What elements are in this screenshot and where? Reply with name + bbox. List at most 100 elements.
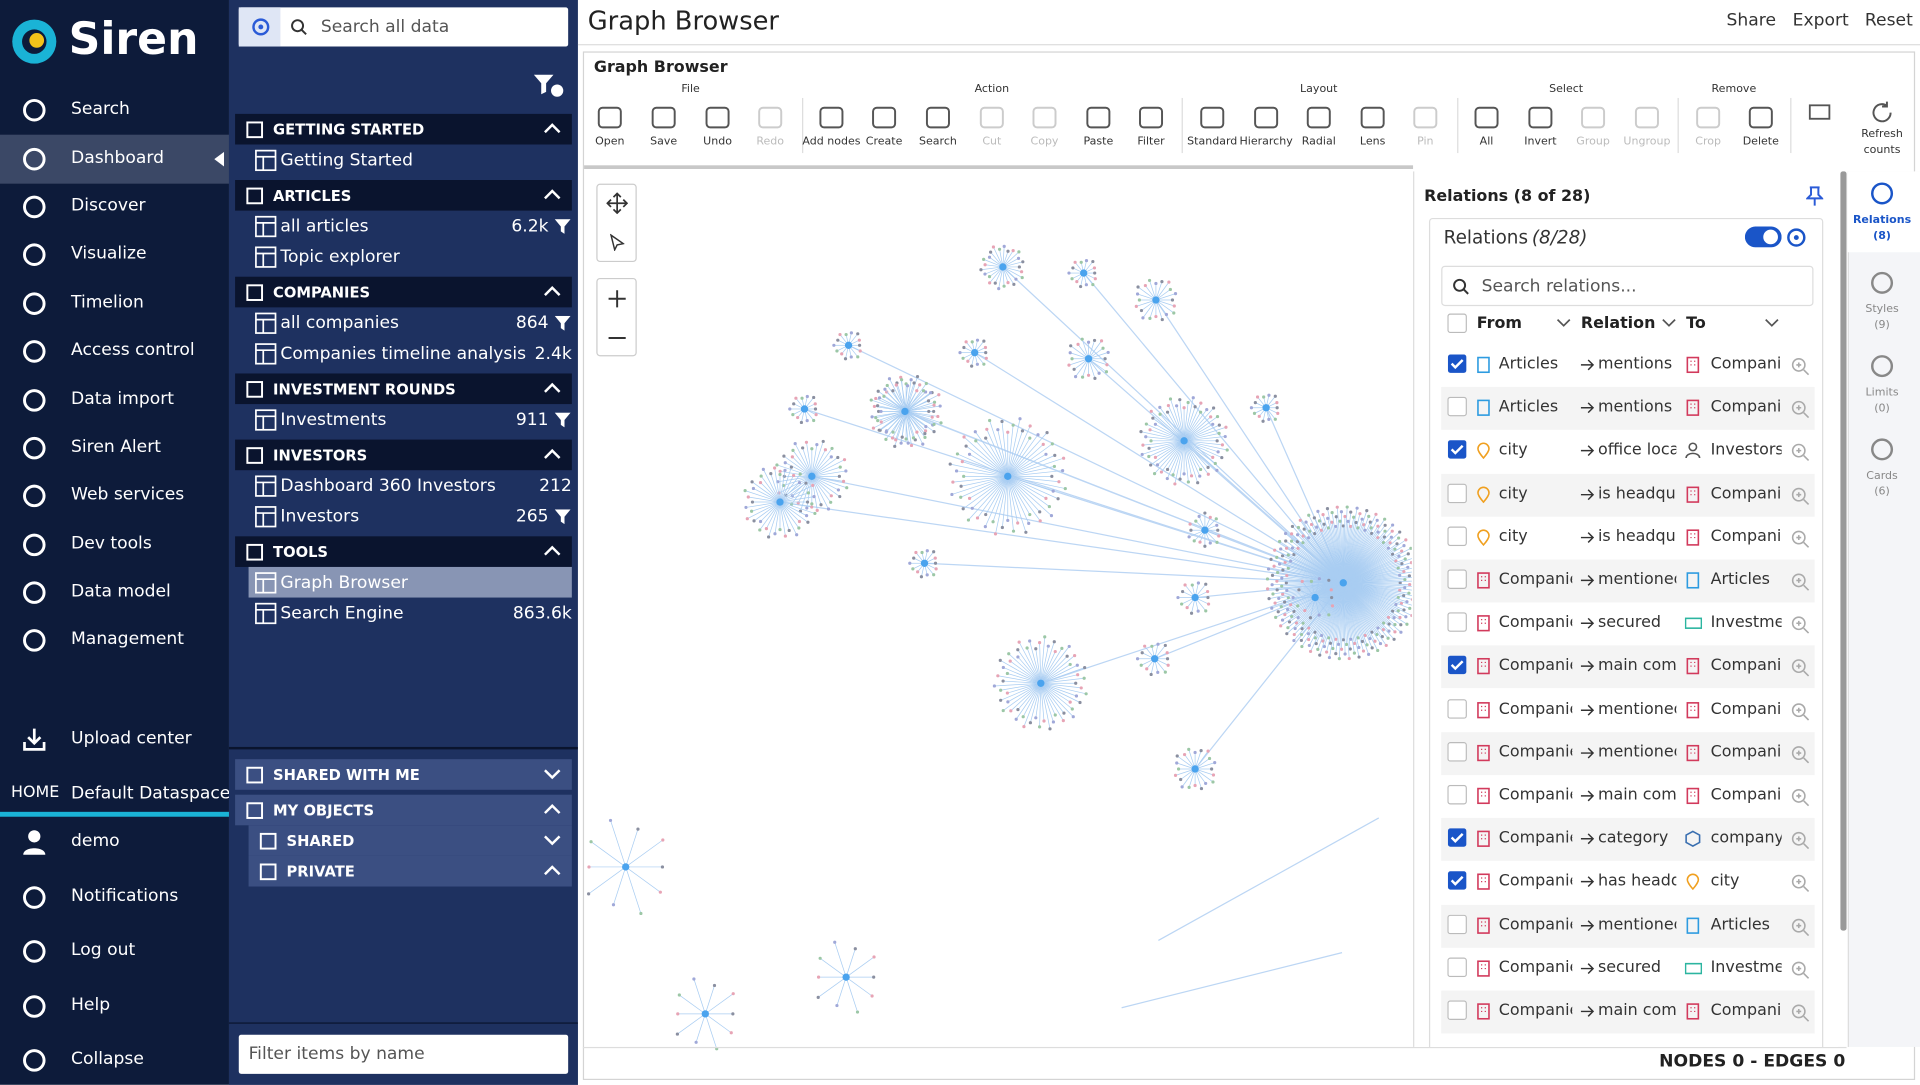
column-header[interactable]: To xyxy=(1686,314,1706,334)
nav-controls xyxy=(596,183,637,263)
graph-canvas[interactable] xyxy=(583,169,1412,1051)
to-icon xyxy=(1685,442,1701,459)
tool-button[interactable]: Invert xyxy=(1524,135,1557,149)
relations-panel: Relations (8 of 28) Relations (8/28) Search… xyxy=(1413,171,1838,1047)
sidebar-item[interactable]: Search Engine xyxy=(280,603,404,624)
relations-search[interactable]: Search relations... xyxy=(1441,265,1814,307)
nav-item[interactable]: Help xyxy=(71,995,111,1016)
nav-item[interactable]: Visualize xyxy=(71,243,147,264)
nav-item[interactable]: Upload center xyxy=(71,728,192,749)
sidebar-item[interactable]: all articles xyxy=(280,216,369,237)
from: city xyxy=(1498,484,1528,503)
section-title[interactable]: PRIVATE xyxy=(286,863,355,881)
expand-icon xyxy=(1791,401,1810,419)
sidebar-item[interactable]: Companies timeline analysis xyxy=(280,344,527,364)
from: Companie xyxy=(1498,829,1573,848)
section-icon xyxy=(246,187,264,205)
header-action[interactable]: Export xyxy=(1792,11,1849,31)
section-title[interactable]: MY OBJECTS xyxy=(273,802,375,820)
search-box[interactable]: Search all data xyxy=(238,7,569,47)
tab-label[interactable]: Cards xyxy=(1866,470,1898,483)
from: city xyxy=(1498,527,1528,546)
filter-input[interactable]: Filter items by name xyxy=(238,1034,569,1074)
sidebar-item[interactable]: Graph Browser xyxy=(280,573,408,593)
nav-item[interactable]: Data import xyxy=(71,389,175,409)
column-header[interactable]: From xyxy=(1476,314,1522,334)
tool-button: Cut xyxy=(982,135,1002,149)
tool-button[interactable]: All xyxy=(1479,135,1494,149)
to: Investmer xyxy=(1710,958,1782,977)
expand-icon xyxy=(1791,1004,1810,1022)
tab-label[interactable]: Styles xyxy=(1865,303,1899,316)
tool-button[interactable]: Add nodes xyxy=(802,135,861,149)
tool-button[interactable]: Open xyxy=(595,135,625,149)
nav-item[interactable]: Dashboard xyxy=(71,148,165,168)
nav-item[interactable]: Search xyxy=(71,99,130,119)
from-icon xyxy=(1477,787,1490,805)
sidebar-item[interactable]: Dashboard 360 Investors xyxy=(280,476,496,496)
tool-button[interactable]: Paste xyxy=(1083,135,1114,149)
tab-count: (8) xyxy=(1873,230,1891,243)
search-icon xyxy=(291,19,307,35)
tab-label[interactable]: Relations xyxy=(1852,214,1912,227)
nav-item[interactable]: Timelion xyxy=(71,292,144,313)
nav-item[interactable]: Management xyxy=(71,629,184,649)
tool-button[interactable]: Delete xyxy=(1742,135,1779,149)
section-title[interactable]: INVESTMENT ROUNDS xyxy=(273,380,456,398)
section-title[interactable]: SHARED xyxy=(286,832,355,850)
expand-icon xyxy=(1791,875,1810,893)
tool-button[interactable]: Filter xyxy=(1137,135,1165,149)
user[interactable]: demo xyxy=(71,831,120,852)
tool-button[interactable]: Lens xyxy=(1359,135,1386,149)
refresh-button[interactable]: Refresh counts xyxy=(1861,128,1903,157)
sidebar-item[interactable]: Investments xyxy=(280,410,387,430)
header-action[interactable]: Reset xyxy=(1864,11,1913,31)
to-icon xyxy=(1684,962,1703,975)
tab-label[interactable]: Limits xyxy=(1865,386,1899,400)
sidebar-item[interactable]: all companies xyxy=(280,313,400,334)
tool-button[interactable]: Radial xyxy=(1301,135,1336,149)
sidebar-item[interactable]: Getting Started xyxy=(280,150,413,171)
nav-item[interactable]: Log out xyxy=(71,940,136,961)
nav-item[interactable]: Discover xyxy=(71,195,146,216)
nav-item[interactable]: Notifications xyxy=(71,886,179,907)
from-icon xyxy=(1477,356,1490,374)
arrow-icon xyxy=(1580,488,1595,500)
dashboard-icon xyxy=(255,506,277,528)
tool-button[interactable]: Search xyxy=(919,135,957,149)
expand-icon xyxy=(1791,573,1810,591)
section-title[interactable]: COMPANIES xyxy=(273,284,371,302)
nav-item[interactable]: Web services xyxy=(71,484,185,505)
nav-icon xyxy=(23,1049,46,1072)
to: Companie xyxy=(1710,699,1782,719)
section-title[interactable]: GETTING STARTED xyxy=(273,121,425,139)
nav-item[interactable]: Access control xyxy=(71,340,195,361)
nav-icon xyxy=(23,995,46,1018)
tool-button[interactable]: Standard xyxy=(1187,135,1238,149)
section-title[interactable]: INVESTORS xyxy=(273,446,368,465)
group-label: File xyxy=(681,83,700,96)
column-header[interactable]: Relation xyxy=(1580,314,1656,334)
section-title[interactable]: TOOLS xyxy=(273,543,329,561)
tool-button[interactable]: Save xyxy=(650,135,678,149)
nav-item[interactable]: Dev tools xyxy=(71,533,152,554)
to: Investors xyxy=(1710,441,1782,460)
tool-button[interactable]: Hierarchy xyxy=(1239,135,1293,149)
relation: secured xyxy=(1597,613,1661,633)
nav-item[interactable]: Data model xyxy=(71,581,171,602)
section-title[interactable]: SHARED WITH ME xyxy=(273,766,420,784)
to: company_ xyxy=(1710,829,1782,848)
group-label: Select xyxy=(1549,83,1584,96)
tool-button[interactable]: Undo xyxy=(703,135,732,149)
sidebar-item[interactable]: Investors xyxy=(280,506,360,527)
from: Articles xyxy=(1498,355,1559,374)
tool-button[interactable]: Create xyxy=(865,135,903,149)
from: Companie xyxy=(1498,958,1573,977)
header-action[interactable]: Share xyxy=(1726,11,1777,31)
to: Articles xyxy=(1710,570,1770,589)
dataspace[interactable]: Default Dataspace xyxy=(71,783,231,804)
nav-item[interactable]: Siren Alert xyxy=(71,437,162,457)
sidebar-item[interactable]: Topic explorer xyxy=(280,247,400,267)
nav-item[interactable]: Collapse xyxy=(71,1049,144,1069)
section-title[interactable]: ARTICLES xyxy=(273,187,352,205)
